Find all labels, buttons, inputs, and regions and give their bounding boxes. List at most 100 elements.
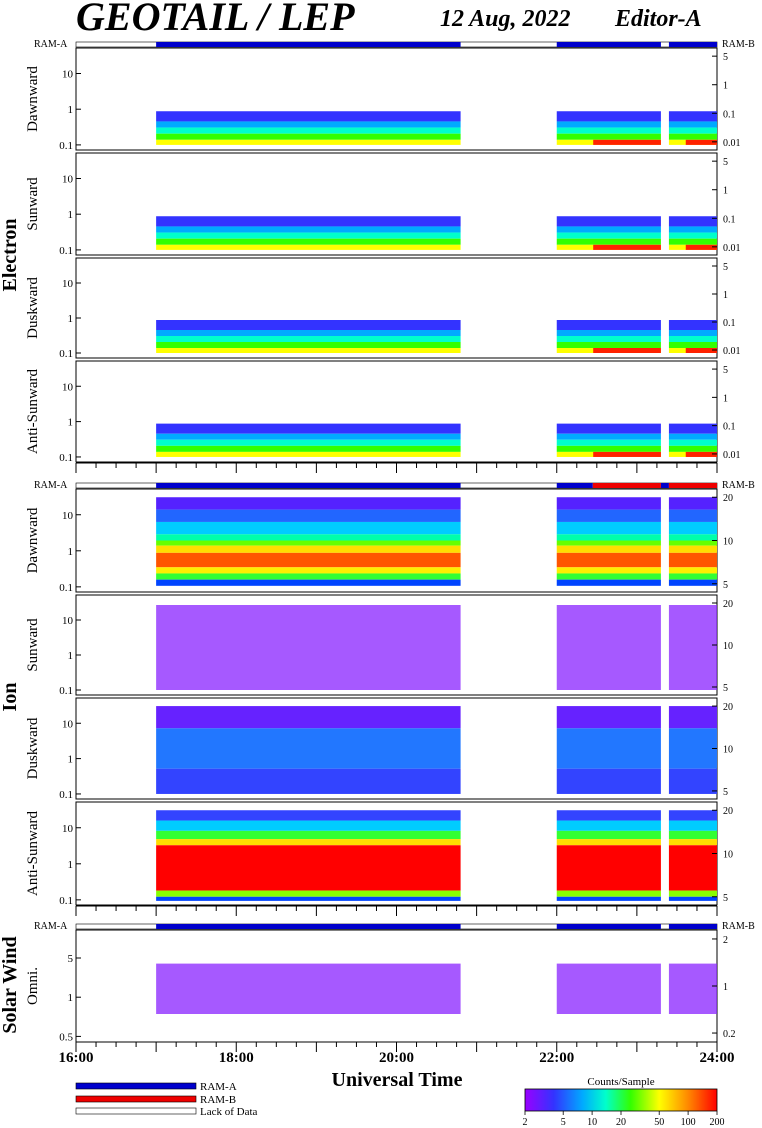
right-tick-label: 5 [723,787,728,798]
spectrogram-band [556,830,661,840]
spectrogram-band [156,521,461,535]
spectrogram-band [156,820,461,831]
left-tick-label: 1 [68,859,74,871]
legend-lack-label: Lack of Data [200,1106,258,1118]
spectrogram-band [685,244,717,250]
legend-ram-a-swatch [75,1082,197,1090]
group-label-solar: Solar Wind [0,936,21,1033]
spectrogram-band [668,890,717,897]
left-tick-label: 0.1 [59,895,73,907]
ram-b-label: RAM-B [722,480,755,491]
spectrogram-band [668,810,717,821]
right-tick-label: 20 [723,806,733,817]
spectrogram-band [556,706,661,729]
spectrogram-band [556,342,661,348]
spectrogram-band [668,342,717,348]
x-tick-label: 20:00 [379,1050,414,1066]
right-tick-label: 1 [723,186,728,197]
spectrogram-band [556,336,661,342]
spectrogram-band [156,890,461,897]
panel-label-solar-0: Omni. [25,967,41,1005]
spectrogram-band [156,830,461,840]
group-label-ion: Ion [0,683,21,712]
spectrogram-band [156,445,461,452]
spectrogram-band [156,423,461,434]
spectrogram-band [668,216,717,227]
editor-label: Editor-A [614,6,702,32]
spectrogram-band [556,810,661,821]
mode-segment [668,42,717,47]
spectrogram-band [668,509,717,522]
colorbar-tick-label: 100 [681,1117,696,1128]
spectrogram-band [556,890,661,897]
left-tick-label: 10 [62,718,74,730]
panel-label-ion-0: Dawnward [25,507,41,573]
spectrogram-band [668,238,717,245]
spectrogram-band [156,342,461,348]
x-tick-label: 16:00 [59,1050,94,1066]
left-tick-label: 0.1 [59,452,73,464]
right-tick-label: 1 [723,982,728,993]
spectrogram-band [156,497,461,510]
right-tick-label: 5 [723,580,728,591]
spectrogram-band [156,579,461,586]
spectrogram-band [668,552,717,568]
spectrogram-band [668,226,717,233]
spectrogram-band [668,567,717,574]
ram-a-label: RAM-A [34,480,68,491]
panel-label-electron-3: Anti-Sunward [25,369,41,454]
right-tick-label: 0.01 [723,450,741,461]
spectrogram-band [556,127,661,134]
spectrogram-band [556,445,661,452]
spectrogram-band [556,133,661,140]
spectrogram-band [156,127,461,134]
right-tick-label: 0.1 [723,318,736,329]
left-tick-label: 0.1 [59,685,73,697]
colorbar-title: Counts/Sample [587,1076,654,1088]
spectrogram-band [156,573,461,580]
spectrogram-band [556,111,661,122]
spectrogram-band [593,244,661,250]
spectrogram-band [556,820,661,831]
mode-segment [592,483,661,488]
chart-title: GEOTAIL / LEP [76,0,355,39]
spectrogram-band [556,540,661,546]
mode-segment [668,483,717,488]
panel-label-ion-1: Sunward [25,618,41,672]
colorbar-tick-label: 5 [561,1117,566,1128]
ram-b-label: RAM-B [722,921,755,932]
spectrogram-band [156,111,461,122]
spectrogram-band [156,728,461,769]
spectrogram-band [668,534,717,541]
legend-lack-swatch [75,1107,197,1115]
panel-label-electron-1: Sunward [25,177,41,231]
x-tick-label: 22:00 [539,1050,574,1066]
right-tick-label: 5 [723,683,728,694]
spectrogram-band [685,451,717,457]
spectrogram-band [556,573,661,580]
colorbar-tick-label: 200 [710,1117,725,1128]
colorbar-tick-label: 50 [654,1117,664,1128]
right-tick-label: 5 [723,52,728,63]
spectrogram-band [156,706,461,729]
spectrogram-band [668,232,717,239]
right-tick-label: 20 [723,702,733,713]
spectrogram-band [556,845,661,891]
left-tick-label: 0.1 [59,245,73,257]
spectrogram-band [668,336,717,342]
left-tick-label: 1 [68,546,74,558]
spectrogram-band [556,433,661,440]
right-tick-label: 10 [723,537,733,548]
spectrogram-band [556,545,661,553]
spectrogram-band [556,121,661,128]
left-tick-label: 0.1 [59,582,73,594]
spectrogram-band [556,579,661,586]
legend-ram-a-label: RAM-A [200,1081,237,1093]
spectrogram-band [556,226,661,233]
mode-segment [156,483,461,488]
spectrogram-band [668,706,717,729]
right-tick-label: 5 [723,365,728,376]
ram-a-label: RAM-A [34,39,68,50]
colorbar-tick-label: 20 [616,1117,626,1128]
spectrogram-band [668,545,717,553]
